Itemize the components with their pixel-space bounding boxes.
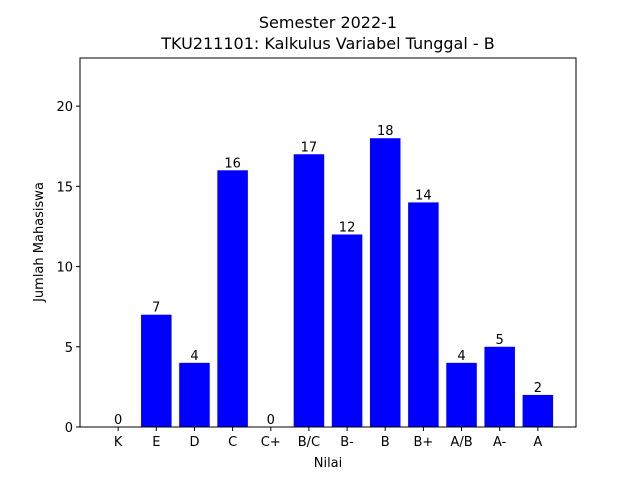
plot-frame (79, 57, 577, 428)
data-label: 17 (301, 140, 318, 155)
data-label: 0 (114, 413, 122, 428)
data-label: 5 (496, 333, 504, 348)
bar-e (141, 314, 172, 427)
x-tick-label: B/C (298, 435, 320, 450)
bar-a (522, 394, 554, 427)
bar-b (369, 138, 401, 427)
bar-b (331, 234, 363, 427)
chart-title-line2: TKU211101: Kalkulus Variabel Tunggal - B (160, 34, 494, 53)
data-label: 2 (534, 381, 542, 396)
bar-bplus (408, 202, 439, 427)
x-tick-label: B+ (413, 435, 433, 450)
x-tick-label: A- (493, 435, 507, 450)
x-axis-label: Nilai (314, 456, 343, 471)
x-tick-label: B- (340, 435, 354, 450)
x-tick-label: C+ (261, 435, 281, 450)
bar-b-c (293, 154, 325, 427)
y-axis: 0 5 10 15 20 (56, 100, 80, 436)
data-label: 0 (267, 413, 275, 428)
data-label: 12 (339, 220, 356, 235)
y-tick-label: 5 (65, 341, 73, 356)
data-label: 7 (152, 301, 160, 316)
y-tick-label: 0 (65, 421, 73, 436)
data-label: 4 (190, 349, 198, 364)
y-axis-label: Jumlah Mahasiswa (32, 182, 47, 303)
bars-group: 0 7 4 16 0 17 12 18 14 4 5 2 (114, 124, 554, 428)
data-label: 14 (415, 188, 432, 203)
data-label: 4 (457, 349, 465, 364)
x-tick-label: A/B (450, 435, 472, 450)
bar-a (484, 346, 515, 427)
x-axis: K E D C C+ B/C B- B B+ A/B A- A (114, 427, 542, 450)
x-tick-label: D (189, 435, 199, 450)
bar-a-b (446, 362, 477, 427)
data-label: 18 (377, 124, 394, 139)
data-label: 16 (224, 156, 241, 171)
x-tick-label: E (152, 435, 160, 450)
chart-title-line1: Semester 2022-1 (259, 13, 397, 32)
x-tick-label: B (381, 435, 390, 450)
x-tick-label: C (228, 435, 237, 450)
y-tick-label: 15 (56, 180, 73, 195)
y-tick-label: 10 (56, 261, 73, 276)
bar-d (179, 362, 210, 427)
x-tick-label: A (533, 435, 542, 450)
bar-c (217, 170, 248, 428)
y-tick-label: 20 (56, 100, 73, 115)
x-tick-label: K (114, 435, 123, 450)
